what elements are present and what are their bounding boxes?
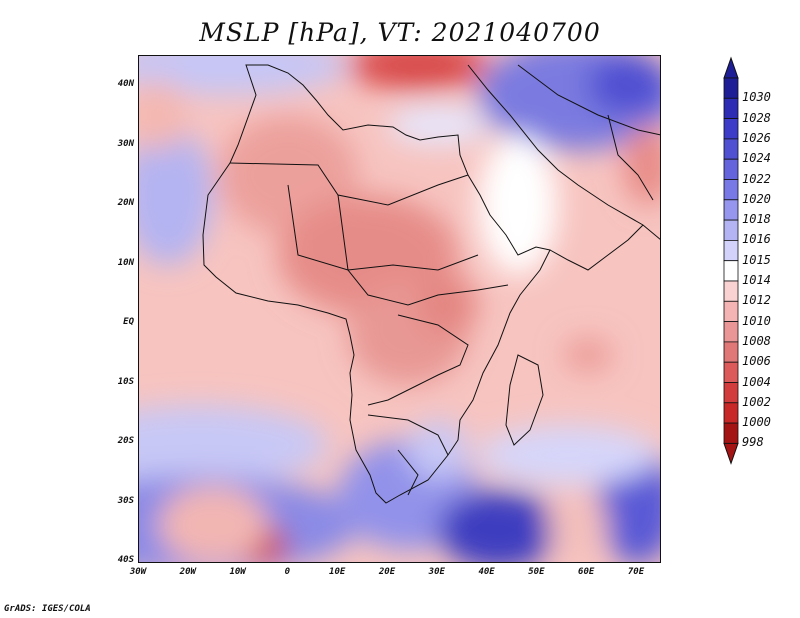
- colorbar-label: 1015: [742, 252, 771, 267]
- coastlines: [202, 64, 661, 504]
- colorbar-swatch: [723, 422, 739, 444]
- lon-tick-label: 20E: [378, 567, 396, 577]
- chart-title: MSLP [hPa], VT: 2021040700: [199, 18, 601, 47]
- colorbar-swatch: [723, 97, 739, 120]
- pressure-field: [138, 55, 661, 563]
- colorbar-label: 1002: [742, 394, 771, 409]
- lat-tick-label: 20S: [117, 436, 134, 446]
- lon-tick-label: 40E: [478, 567, 495, 577]
- colorbar-label: 1028: [742, 110, 771, 125]
- colorbar-swatch: [723, 382, 739, 404]
- colorbar-swatch: [723, 138, 739, 160]
- lon-tick-label: 70E: [627, 567, 645, 577]
- lon-tick-label: 30W: [129, 567, 147, 577]
- colorbar-swatch: [723, 239, 739, 262]
- colorbar-swatch: [723, 321, 739, 343]
- lon-tick-label: 30E: [428, 567, 445, 577]
- colorbar-swatch: [723, 118, 739, 140]
- lon-tick-label: 50E: [528, 567, 545, 577]
- credit-text: GrADS: IGES/COLA: [4, 604, 91, 614]
- colorbar-swatch: [723, 300, 739, 322]
- colorbar-swatch: [723, 402, 739, 424]
- colorbar-label: 1010: [742, 313, 771, 328]
- colorbar-swatch: [723, 219, 739, 241]
- lon-tick-label: 0: [284, 567, 291, 577]
- colorbar-swatch: [723, 361, 739, 383]
- lon-tick-label: 20W: [179, 567, 196, 577]
- colorbar-label: 1008: [742, 333, 771, 348]
- colorbar-swatch: [723, 260, 739, 282]
- lon-tick-label: 10E: [329, 567, 346, 577]
- pressure-map: [138, 55, 661, 563]
- lat-tick-label: 30N: [117, 138, 134, 149]
- lon-tick-label: 10W: [229, 567, 246, 577]
- lat-tick-label: 40N: [117, 79, 134, 89]
- lat-tick-label: 10S: [117, 376, 134, 387]
- colorbar-label: 1024: [742, 151, 771, 166]
- colorbar-swatch: [723, 199, 739, 221]
- colorbar-label: 1012: [742, 293, 771, 308]
- colorbar-label: 1022: [742, 171, 771, 186]
- colorbar-swatch: [723, 77, 739, 99]
- colorbar-label: 1026: [742, 130, 771, 145]
- lat-tick-label: 10N: [117, 257, 134, 268]
- colorbar-bottom-arrow: [723, 442, 739, 465]
- lat-tick-label: EQ: [123, 317, 134, 327]
- lat-tick-label: 20N: [117, 198, 134, 208]
- colorbar-swatch: [723, 341, 739, 363]
- colorbar-label: 1016: [742, 232, 771, 247]
- colorbar-swatch: [723, 280, 739, 302]
- colorbar-label: 998: [742, 435, 764, 450]
- colorbar-swatch: [723, 158, 739, 180]
- colorbar-label: 1000: [742, 415, 771, 430]
- map-frame: [138, 55, 661, 563]
- colorbar-swatch: [723, 179, 739, 201]
- colorbar-label: 1018: [742, 212, 771, 227]
- lat-tick-label: 40S: [117, 555, 134, 565]
- colorbar-label: 1020: [742, 191, 771, 206]
- lat-tick-label: 30S: [117, 495, 134, 506]
- lon-tick-label: 60E: [578, 567, 595, 577]
- colorbar-label: 1004: [742, 374, 771, 389]
- colorbar-top-arrow: [723, 56, 739, 79]
- colorbar-label: 1014: [742, 273, 771, 287]
- colorbar-label: 1030: [742, 90, 771, 105]
- colorbar-label: 1006: [742, 354, 771, 369]
